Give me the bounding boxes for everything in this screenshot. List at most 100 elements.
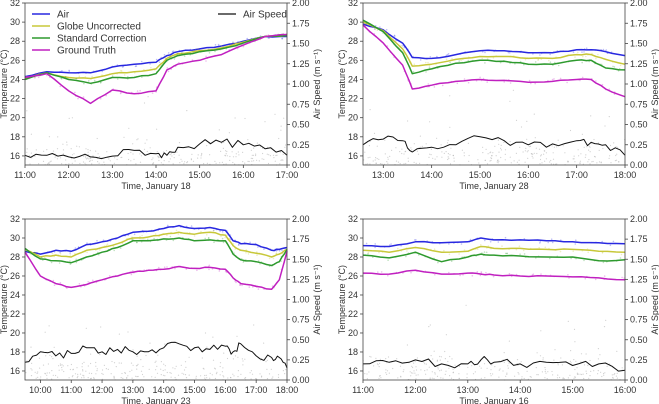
- air-speed-sample-dot: [425, 143, 427, 145]
- raw-sample-truth: [623, 277, 625, 279]
- air-speed-sample-dot: [83, 375, 85, 377]
- air-speed-sample-dot: [399, 163, 401, 165]
- raw-sample-globe: [574, 56, 576, 58]
- raw-sample-standard: [176, 53, 179, 55]
- air-speed-sample-dot: [136, 139, 138, 141]
- air-speed-sample-dot: [604, 372, 606, 374]
- raw-sample-truth: [224, 270, 227, 273]
- air-speed-sample-dot: [107, 368, 109, 370]
- air-speed-sample-dot: [463, 152, 465, 154]
- air-speed-sample-dot: [491, 154, 493, 157]
- raw-sample-truth: [467, 81, 470, 84]
- air-speed-sample-dot: [266, 153, 268, 155]
- y-tick-label: 30: [10, 233, 20, 243]
- air-speed-sample-dot: [417, 153, 420, 155]
- raw-sample-standard: [207, 237, 210, 239]
- air-speed-sample-dot: [580, 153, 582, 155]
- air-speed-sample-dot: [237, 376, 239, 378]
- air-speed-sample-dot: [444, 350, 446, 353]
- raw-sample-air: [155, 58, 158, 61]
- air-speed-sample-dot: [52, 150, 55, 152]
- air-speed-sample-dot: [91, 159, 93, 161]
- air-speed-sample-dot: [164, 365, 166, 367]
- legend-label-air: Air: [57, 10, 70, 21]
- air-speed-sample-dot: [85, 370, 87, 372]
- raw-sample-truth: [205, 55, 207, 58]
- air-speed-sample-dot: [574, 377, 576, 379]
- air-speed-sample-dot: [556, 163, 558, 165]
- air-speed-sample-dot: [137, 375, 139, 378]
- air-speed-sample-dot: [551, 145, 553, 147]
- air-speed-sample-dot: [262, 152, 264, 155]
- air-speed-sample-dot: [82, 374, 84, 376]
- air-speed-sample-dot: [103, 161, 105, 163]
- air-speed-sample-dot: [29, 163, 31, 165]
- air-speed-sample-dot: [562, 378, 564, 380]
- air-speed-sample-dot: [268, 373, 271, 375]
- raw-sample-truth: [163, 266, 166, 269]
- series-line-speed: [24, 138, 288, 160]
- raw-sample-air: [504, 236, 507, 239]
- y-tick-label: 32: [348, 214, 358, 224]
- raw-sample-globe: [150, 67, 152, 69]
- y-tick-label: 18: [348, 132, 358, 142]
- raw-sample-air: [429, 56, 432, 58]
- y2-axis-label: Air Speed (m s⁻¹): [312, 49, 322, 119]
- air-speed-sample-dot: [478, 162, 480, 164]
- raw-sample-globe: [448, 253, 451, 256]
- raw-sample-air: [237, 244, 240, 246]
- air-speed-sample-dot: [449, 375, 451, 377]
- air-speed-sample-dot: [365, 163, 367, 165]
- air-speed-sample-dot: [413, 161, 415, 163]
- air-speed-sample-dot: [550, 163, 552, 165]
- air-speed-sample-dot: [536, 152, 538, 155]
- raw-sample-globe: [425, 61, 427, 64]
- air-speed-sample-dot: [39, 367, 41, 369]
- air-speed-samples: [25, 324, 288, 381]
- air-speed-sample-dot: [271, 377, 273, 379]
- raw-sample-air: [212, 229, 215, 232]
- air-speed-sample-dot: [163, 363, 165, 365]
- air-speed-sample-dot: [282, 153, 284, 155]
- raw-sample-truth: [434, 273, 436, 276]
- air-speed-sample-dot: [93, 378, 95, 380]
- air-speed-sample-dot: [582, 163, 585, 165]
- y2-tick-label: 0.50: [630, 120, 648, 130]
- raw-sample-truth: [621, 276, 623, 279]
- air-speed-sample-dot: [440, 144, 442, 146]
- air-speed-sample-dot: [602, 147, 604, 150]
- air-speed-sample-dot: [536, 352, 538, 354]
- air-speed-sample-dot: [513, 160, 515, 162]
- air-speed-sample-dot: [128, 158, 130, 161]
- raw-sample-globe: [544, 246, 547, 249]
- air-speed-sample-dot: [597, 348, 600, 350]
- raw-sample-air: [523, 238, 526, 240]
- raw-sample-truth: [559, 77, 562, 80]
- air-speed-sample-dot: [279, 151, 281, 153]
- raw-sample-air: [281, 249, 283, 252]
- raw-sample-standard: [100, 81, 102, 84]
- air-speed-sample-dot: [487, 153, 489, 155]
- raw-sample-air: [602, 48, 605, 51]
- air-speed-sample-dot: [280, 129, 282, 131]
- air-speed-sample-dot: [512, 89, 515, 91]
- y-tick-label: 22: [348, 309, 358, 319]
- raw-sample-globe: [175, 229, 178, 232]
- air-speed-sample-dot: [154, 376, 156, 378]
- air-speed-sample-dot: [209, 154, 211, 156]
- raw-sample-globe: [427, 61, 429, 64]
- air-speed-sample-dot: [570, 362, 572, 364]
- air-speed-sample-dot: [225, 150, 227, 152]
- x-tick-label: 18:00: [614, 170, 637, 180]
- raw-sample-globe: [524, 58, 527, 61]
- air-speed-sample-dot: [164, 343, 166, 345]
- raw-sample-globe: [538, 246, 540, 249]
- legend-label-globe: Globe Uncorrected: [57, 22, 141, 33]
- raw-sample-standard: [519, 253, 521, 255]
- raw-sample-truth: [66, 287, 68, 289]
- raw-sample-standard: [467, 59, 470, 62]
- air-speed-sample-dot: [593, 370, 595, 372]
- x-axis-label: Time, January 28: [459, 181, 528, 191]
- raw-sample-standard: [181, 52, 183, 54]
- raw-sample-standard: [523, 253, 526, 255]
